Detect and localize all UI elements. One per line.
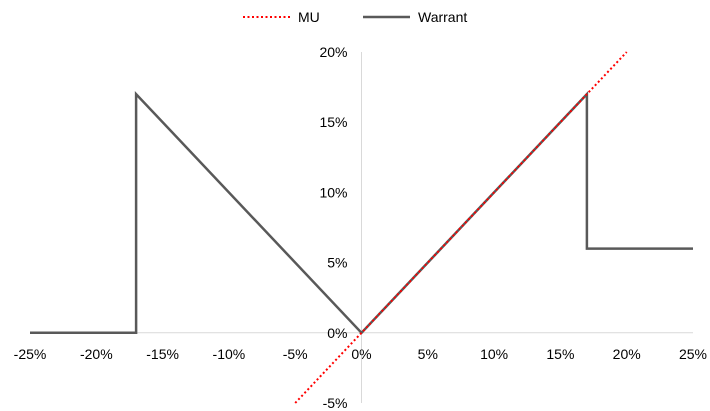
- x-tick-label: 10%: [480, 346, 508, 362]
- x-tick-label: -5%: [283, 346, 308, 362]
- legend-label-warrant: Warrant: [418, 9, 467, 25]
- x-tick-label: 0%: [351, 346, 371, 362]
- x-tick-label: 5%: [418, 346, 438, 362]
- y-tick-label: 15%: [319, 114, 347, 130]
- tick-labels: -25% -20% -15% -10% -5% 0% 5% 10% 15% 20% 25% -5% 0%…: [14, 44, 707, 411]
- y-tick-label: 5%: [327, 255, 347, 271]
- x-tick-label: 25%: [679, 346, 707, 362]
- series-line-warrant: [30, 90, 693, 335]
- y-tick-label: -5%: [323, 395, 348, 411]
- x-tick-label: -10%: [213, 346, 246, 362]
- x-tick-label: -20%: [80, 346, 113, 362]
- x-tick-label: -15%: [146, 346, 179, 362]
- legend: MU Warrant: [243, 9, 467, 25]
- legend-label-mu: MU: [298, 9, 320, 25]
- y-tick-label: 0%: [327, 325, 347, 341]
- x-tick-label: 20%: [613, 346, 641, 362]
- series-line-mu: [294, 51, 628, 404]
- y-tick-label: 20%: [319, 44, 347, 60]
- x-tick-label: 15%: [546, 346, 574, 362]
- series-group: [30, 51, 693, 404]
- y-tick-label: 10%: [319, 184, 347, 200]
- x-tick-label: -25%: [14, 346, 47, 362]
